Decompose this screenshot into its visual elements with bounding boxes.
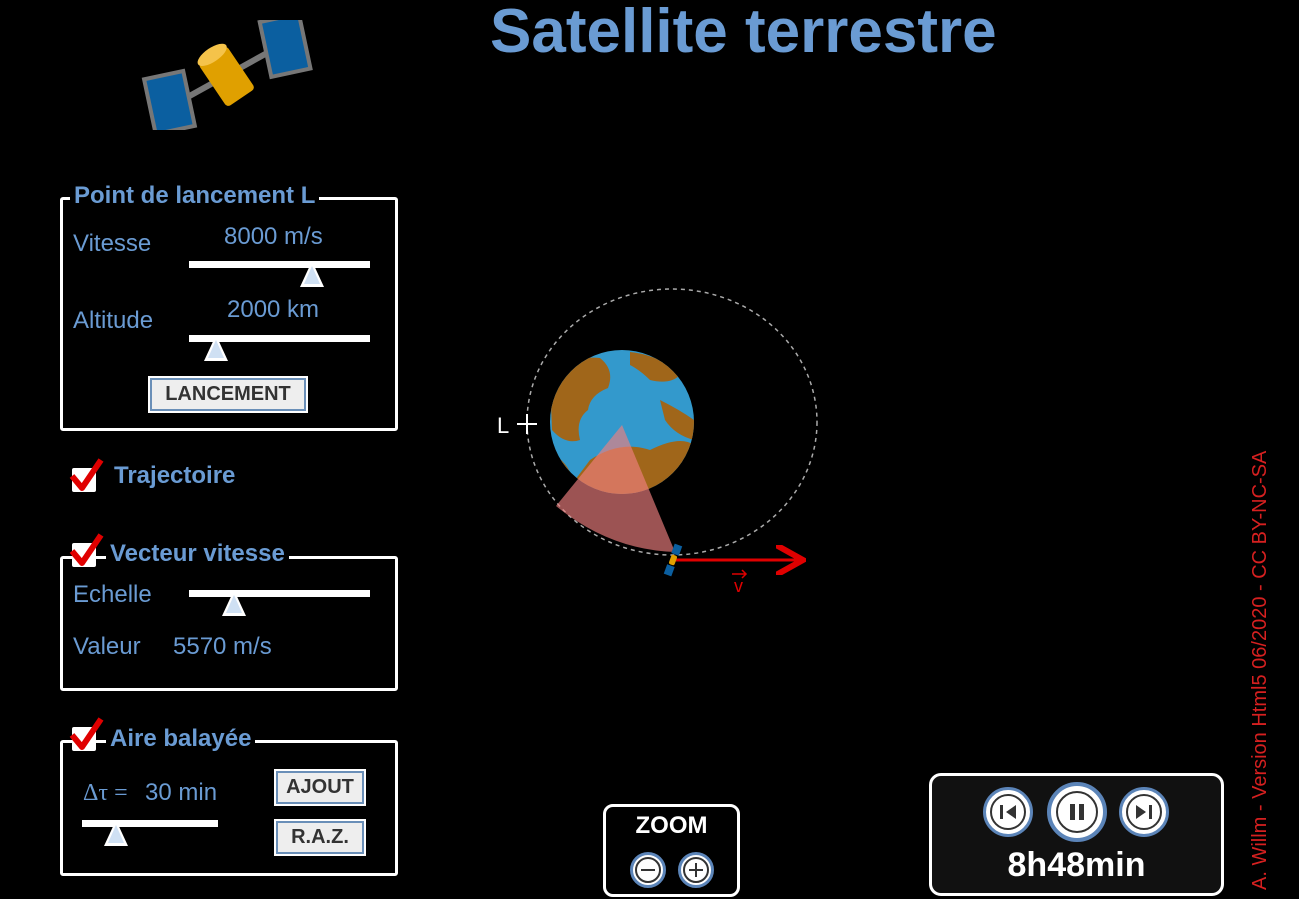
reset-button[interactable]: R.A.Z. — [274, 819, 366, 856]
area-panel — [60, 740, 398, 876]
vector-arrow-icon — [732, 569, 748, 579]
launch-legend: Point de lancement L — [70, 183, 320, 209]
checkmark-icon — [69, 717, 104, 750]
zoom-panel — [603, 804, 740, 897]
area-checkbox[interactable] — [69, 717, 104, 751]
speed-value: 8000 m/s — [224, 223, 323, 250]
zoom-label: ZOOM — [635, 812, 708, 839]
pause-button[interactable] — [1047, 782, 1107, 842]
step-forward-button[interactable] — [1119, 787, 1169, 837]
launch-marker-label: L — [497, 413, 509, 438]
altitude-label: Altitude — [73, 307, 154, 334]
step-forward-icon — [1126, 794, 1162, 830]
scale-label: Echelle — [73, 581, 152, 608]
swept-area — [556, 425, 675, 552]
zoom-out-button[interactable] — [630, 852, 666, 888]
satellite-icon — [663, 543, 683, 577]
page-title: Satellite terrestre — [490, 0, 997, 66]
speed-slider[interactable] — [189, 261, 370, 268]
minus-icon — [635, 857, 661, 883]
step-back-icon — [990, 794, 1026, 830]
velocity-legend: Vecteur vitesse — [106, 541, 289, 567]
plus-icon — [683, 857, 709, 883]
pause-icon — [1056, 791, 1098, 833]
dtau-value: 30 min — [145, 779, 218, 806]
dtau-symbol: Δτ = — [83, 780, 128, 806]
velocity-value-label: Valeur — [73, 633, 141, 660]
checkmark-icon — [69, 458, 104, 491]
checkmark-icon — [69, 533, 104, 566]
altitude-slider[interactable] — [189, 335, 370, 342]
area-legend: Aire balayée — [106, 726, 256, 752]
dtau-slider-thumb[interactable] — [104, 820, 128, 846]
velocity-panel — [60, 556, 398, 691]
step-back-button[interactable] — [983, 787, 1033, 837]
add-button[interactable]: AJOUT — [274, 769, 366, 806]
trajectory-path — [526, 288, 818, 556]
speed-label: Vitesse — [73, 230, 152, 257]
velocity-value: 5570 m/s — [173, 633, 272, 660]
scale-slider-thumb[interactable] — [222, 590, 247, 616]
trajectory-checkbox[interactable] — [69, 458, 104, 492]
dtau-slider[interactable] — [82, 820, 218, 827]
satellite-logo-icon — [141, 20, 313, 130]
speed-slider-thumb[interactable] — [300, 261, 325, 287]
zoom-in-button[interactable] — [678, 852, 714, 888]
altitude-value: 2000 km — [227, 296, 320, 323]
time-display: 8h48min — [1007, 846, 1146, 884]
launch-button[interactable]: LANCEMENT — [148, 376, 308, 413]
velocity-vector-label: v — [734, 576, 743, 596]
orbit-scene: L v — [497, 288, 818, 596]
velocity-checkbox[interactable] — [69, 533, 104, 567]
trajectory-label: Trajectoire — [110, 463, 240, 489]
scale-slider[interactable] — [189, 590, 370, 597]
altitude-slider-thumb[interactable] — [204, 335, 229, 361]
launch-point-cross — [517, 414, 537, 434]
copyright-text: A. Willm - Version Html5 06/2020 - CC BY… — [1249, 450, 1271, 890]
